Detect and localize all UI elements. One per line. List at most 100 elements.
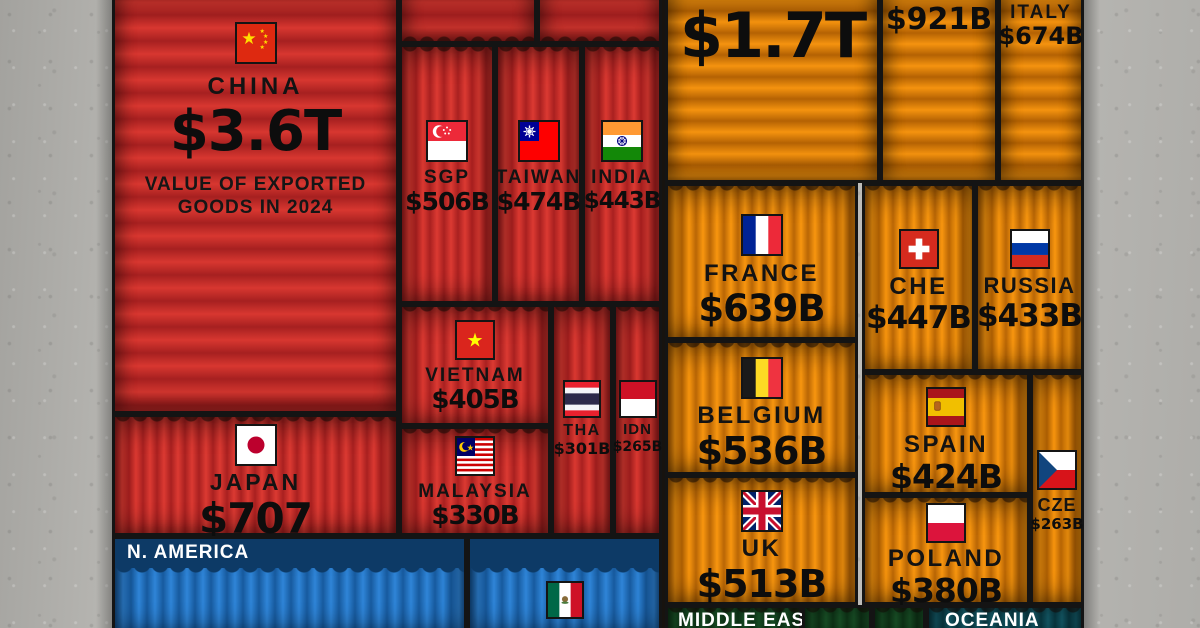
svg-text:★: ★ <box>263 33 268 40</box>
country-value-russia: $433B <box>977 297 1083 334</box>
country-label-india: INDIA <box>591 167 653 188</box>
country-value-switzerland: $447B <box>866 299 972 336</box>
poland-flag-icon <box>926 503 966 543</box>
country-label-uk: UK <box>741 535 782 562</box>
country-label-sgp: SGP <box>423 167 471 188</box>
country-label-japan: JAPAN <box>209 469 302 495</box>
indonesia-flag-icon <box>618 380 657 418</box>
container-france: FRANCE $639B <box>665 183 858 340</box>
container-vietnam: ★ VIETNAM $405B <box>399 304 551 426</box>
country-value-italy: $674B <box>998 22 1084 51</box>
container-singapore: SGP $506B <box>399 44 495 304</box>
country-value-india: $443B <box>583 188 662 215</box>
switzerland-flag-icon <box>898 229 939 269</box>
country-label-belgium: BELGIUM <box>697 402 826 429</box>
mexico-flag-icon <box>545 581 584 619</box>
container-spain: SPAIN $424B <box>862 372 1030 495</box>
container-czechia: CZE $263B <box>1030 372 1084 605</box>
container-middle-east-3 <box>872 605 926 628</box>
country-label-russia: RUSSIA <box>983 273 1076 298</box>
uk-flag-icon <box>740 490 783 532</box>
country-value-china: $3.6T <box>169 98 342 164</box>
country-label-thailand: THA <box>563 422 601 439</box>
region-band-n-america: N. AMERICA <box>115 539 464 577</box>
container-europe-921b: $921B <box>880 0 998 183</box>
container-asia-cutoff-2 <box>537 0 662 44</box>
country-value-europe-1: $1.7T <box>679 0 867 72</box>
container-russia: RUSSIA $433B <box>975 183 1084 372</box>
shadow-overlay-left <box>96 0 112 628</box>
svg-text:★: ★ <box>466 443 474 453</box>
japan-flag-icon <box>234 424 277 466</box>
country-label-indonesia: IDN <box>623 421 652 438</box>
france-flag-icon <box>740 214 783 256</box>
country-value-taiwan: $474B <box>496 187 582 217</box>
taiwan-flag-icon <box>517 120 560 162</box>
container-switzerland: CHE $447B <box>862 183 975 372</box>
country-value-japan: $707 <box>199 493 313 543</box>
container-taiwan: TAIWAN $474B <box>495 44 582 304</box>
container-malaysia: ★ MALAYSIA $330B <box>399 426 551 536</box>
container-oceania: OCEANIA <box>926 605 1084 628</box>
country-value-thailand: $301B <box>553 438 611 458</box>
spain-flag-icon <box>926 387 966 427</box>
russia-flag-icon <box>1009 229 1050 269</box>
country-value-belgium: $536B <box>696 428 828 473</box>
container-middle-east: MIDDLE EAST <box>665 605 817 628</box>
container-japan: JAPAN $707 <box>112 414 399 540</box>
svg-text:★: ★ <box>259 28 264 35</box>
container-asia-cutoff-1 <box>399 0 537 44</box>
country-value-spain: $424B <box>890 456 1003 496</box>
svg-text:★: ★ <box>467 330 484 352</box>
country-value-europe-2: $921B <box>885 2 993 37</box>
india-flag-icon <box>601 120 643 162</box>
belgium-flag-icon <box>740 357 783 399</box>
shadow-overlay-right <box>1084 0 1100 628</box>
country-label-taiwan: TAIWAN <box>495 167 582 188</box>
container-india: INDIA $443B <box>582 44 662 304</box>
svg-text:★: ★ <box>259 44 264 51</box>
country-label-vietnam: VIETNAM <box>425 365 525 386</box>
container-china: ★ ★ ★ ★ ★ CHINA $3.6T VALUE OF EXPORTED GOOD… <box>112 0 399 414</box>
region-label-n-america: N. AMERICA <box>127 542 250 563</box>
vietnam-flag-icon: ★ <box>455 320 495 360</box>
thailand-flag-icon <box>563 380 601 418</box>
container-poland: POLAND $380B <box>862 495 1030 608</box>
region-label-middle-east: MIDDLE EAST <box>678 610 818 628</box>
china-flag-icon: ★ ★★★★ <box>234 22 277 64</box>
container-n-america: N. AMERICA <box>112 536 467 628</box>
region-label-oceania: OCEANIA <box>945 610 1040 628</box>
country-label-spain: SPAIN <box>903 431 989 458</box>
chart-title-line1: VALUE OF EXPORTED <box>144 174 367 196</box>
country-label-malaysia: MALAYSIA <box>418 481 532 502</box>
country-value-france: $639B <box>698 286 825 330</box>
country-label-china: CHINA <box>207 73 304 100</box>
region-band-mexico <box>470 539 659 577</box>
container-italy: ITALY $674B <box>998 0 1084 183</box>
container-uk: UK $513B <box>665 475 858 605</box>
container-belgium: BELGIUM $536B <box>665 340 858 475</box>
country-value-poland: $380B <box>890 570 1003 610</box>
container-mexico <box>467 536 662 628</box>
czechia-flag-icon <box>1037 450 1077 490</box>
country-label-czechia: CZE <box>1037 495 1077 515</box>
country-value-czechia: $263B <box>1030 515 1084 534</box>
singapore-flag-icon <box>426 120 468 162</box>
chart-title-line2: GOODS IN 2024 <box>177 197 334 219</box>
malaysia-flag-icon: ★ <box>455 436 495 476</box>
container-indonesia: IDN $265B <box>613 304 662 536</box>
container-middle-east-2 <box>802 605 872 628</box>
container-europe-1-7t: $1.7T <box>665 0 880 183</box>
svg-text:★: ★ <box>241 29 256 49</box>
country-value-malaysia: $330B <box>431 501 519 532</box>
country-label-france: FRANCE <box>704 260 819 287</box>
country-value-sgp: $506B <box>405 187 490 217</box>
country-value-indonesia: $265B <box>612 438 663 455</box>
country-label-poland: POLAND <box>887 545 1005 572</box>
country-value-uk: $513B <box>696 561 828 606</box>
country-label-switzerland: CHE <box>889 273 948 300</box>
container-thailand: THA $301B <box>551 304 613 536</box>
country-value-vietnam: $405B <box>431 385 519 416</box>
country-label-italy: ITALY <box>1010 2 1072 23</box>
